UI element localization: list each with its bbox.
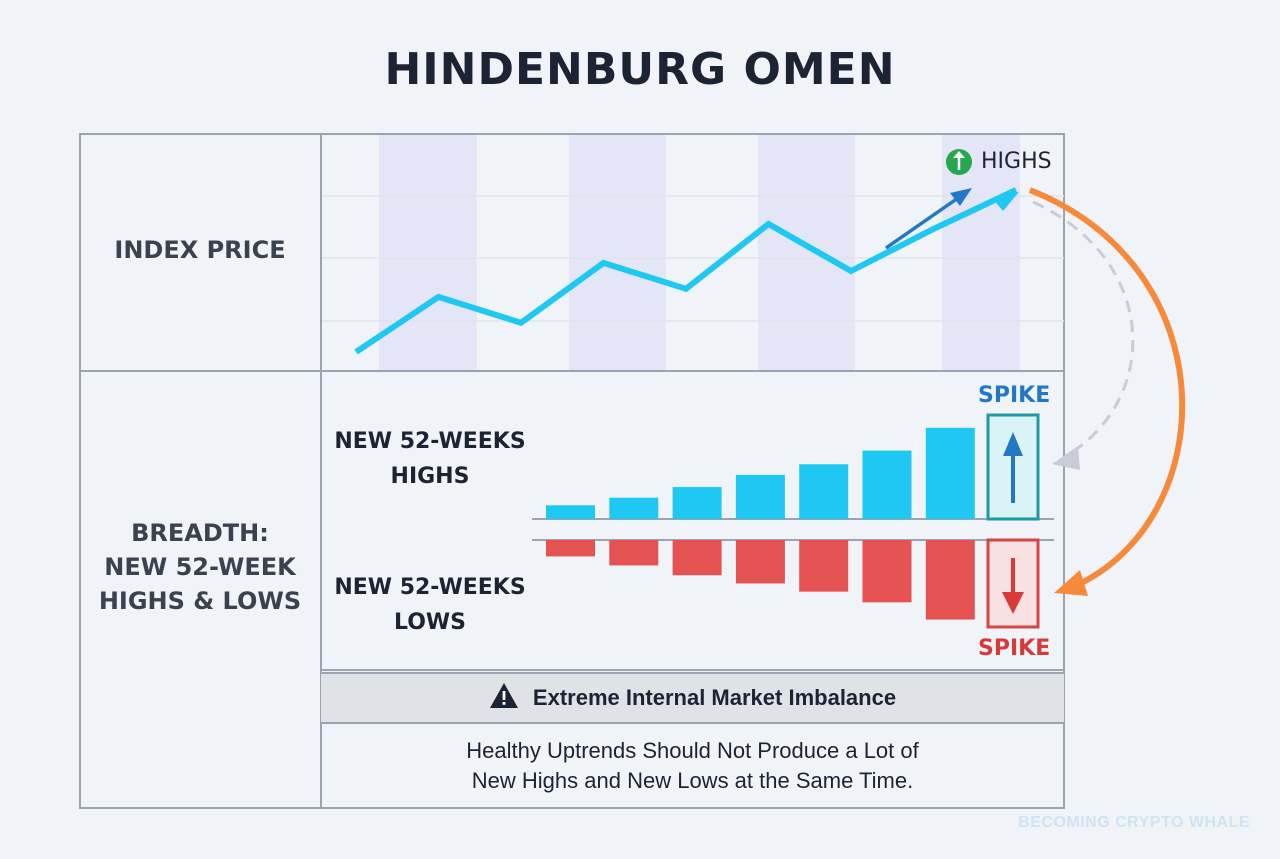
index-price-line (354, 187, 1018, 355)
spike-down-label: SPIKE (978, 636, 1051, 661)
column-shade (379, 135, 476, 370)
explanation-note-line: New Highs and New Lows at the Same Time. (471, 768, 914, 793)
column-shade (758, 135, 854, 370)
spike-up-label: SPIKE (978, 383, 1051, 408)
warning-icon (489, 682, 519, 715)
new-highs-label-line: NEW 52-WEEKS (334, 429, 526, 454)
diagram-frame (79, 133, 1065, 809)
breadth-bars (546, 427, 975, 620)
new-lows-bar (609, 540, 659, 566)
new-lows-bar (735, 540, 785, 584)
new-lows-label-line: NEW 52-WEEKS (334, 575, 526, 600)
new-highs-bar (799, 464, 849, 519)
dashed-connector-arrow (1032, 200, 1135, 458)
new-highs-label-line: HIGHS (390, 464, 470, 489)
new-highs-bar (672, 487, 722, 519)
imbalance-banner: Extreme Internal Market Imbalance (321, 672, 1064, 724)
watermark: BECOMING CRYPTO WHALE (1018, 814, 1250, 831)
index-price-label: INDEX PRICE (114, 236, 286, 264)
breadth-label-line: HIGHS & LOWS (98, 587, 302, 615)
highs-badge-label: HIGHS (981, 149, 1052, 174)
dashed-connector-arrowhead (1052, 446, 1080, 470)
page-title: HINDENBURG OMEN (384, 44, 896, 95)
spike-up-arrowhead (1003, 432, 1023, 456)
new-highs-bar (925, 427, 975, 519)
spike-down-arrowhead (1002, 592, 1024, 614)
new-lows-bar (546, 540, 595, 557)
new-highs-label: NEW 52-WEEKS HIGHS (322, 424, 538, 494)
new-lows-label: NEW 52-WEEKS LOWS (322, 570, 538, 640)
breadth-label-line: NEW 52-WEEK (104, 553, 296, 581)
new-highs-bar (609, 497, 659, 519)
explanation-note: Healthy Uptrends Should Not Produce a Lo… (321, 736, 1064, 796)
new-lows-bar (925, 540, 975, 620)
column-shade (569, 135, 665, 370)
price-arrowhead (992, 192, 1019, 211)
new-lows-bar (862, 540, 912, 603)
imbalance-banner-text: Extreme Internal Market Imbalance (532, 685, 897, 710)
new-lows-bar (672, 540, 722, 576)
new-highs-bar (735, 474, 785, 519)
highs-trend-arrowhead (950, 188, 972, 206)
breadth-label: BREADTH: NEW 52-WEEK HIGHS & LOWS (81, 516, 319, 618)
highs-trend-arrow (885, 196, 959, 250)
orange-connector-arrowhead (1054, 570, 1088, 596)
new-highs-bar (862, 450, 912, 519)
explanation-note-line: Healthy Uptrends Should Not Produce a Lo… (466, 738, 919, 763)
new-lows-label-line: LOWS (393, 610, 467, 635)
orange-connector-arrow (1028, 187, 1186, 589)
new-highs-bar (546, 505, 595, 519)
breadth-label-line: BREADTH: (131, 519, 269, 547)
new-lows-bar (799, 540, 849, 592)
